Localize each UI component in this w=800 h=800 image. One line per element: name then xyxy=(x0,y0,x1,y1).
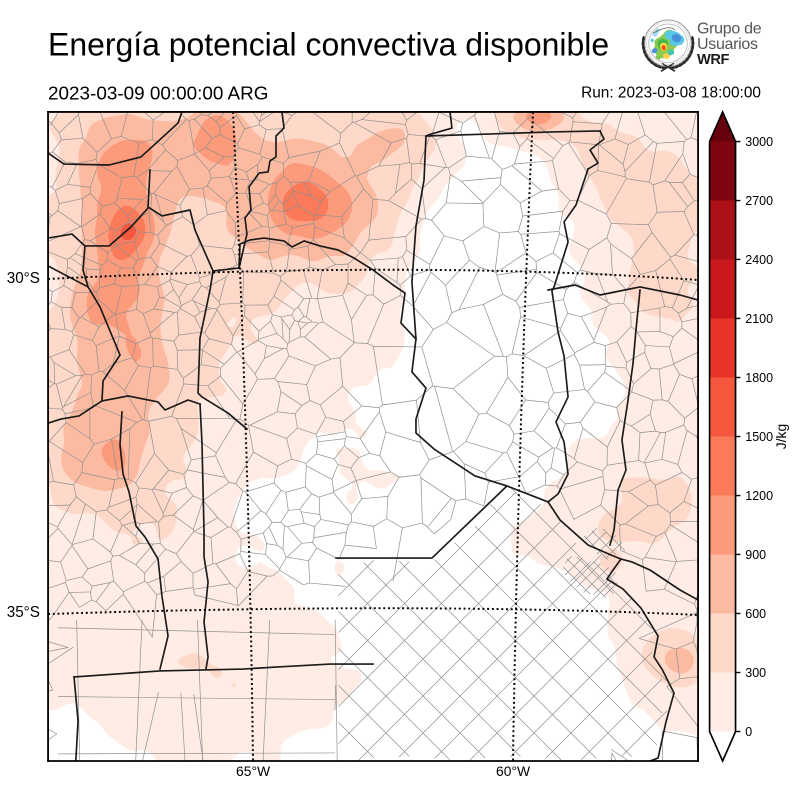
svg-text:0: 0 xyxy=(745,725,752,739)
svg-text:2023-03-09 00:00:00 ARG: 2023-03-09 00:00:00 ARG xyxy=(48,83,268,104)
svg-text:1800: 1800 xyxy=(745,371,773,385)
svg-text:60°W: 60°W xyxy=(496,763,531,779)
svg-text:2700: 2700 xyxy=(745,194,773,208)
svg-text:2100: 2100 xyxy=(745,312,773,326)
svg-text:J/kg: J/kg xyxy=(773,424,789,449)
svg-text:WRF: WRF xyxy=(697,52,730,68)
svg-text:Grupo de: Grupo de xyxy=(697,21,762,38)
svg-text:Energía potencial convectiva d: Energía potencial convectiva disponible xyxy=(48,27,609,63)
svg-text:600: 600 xyxy=(745,607,766,621)
svg-text:30°S: 30°S xyxy=(7,270,40,287)
svg-text:300: 300 xyxy=(745,666,766,680)
svg-text:1500: 1500 xyxy=(745,430,773,444)
svg-text:Run: 2023-03-08 18:00:00: Run: 2023-03-08 18:00:00 xyxy=(581,84,761,101)
svg-text:65°W: 65°W xyxy=(236,763,271,779)
svg-text:35°S: 35°S xyxy=(7,604,40,621)
svg-text:900: 900 xyxy=(745,548,766,562)
svg-text:1200: 1200 xyxy=(745,489,773,503)
svg-text:3000: 3000 xyxy=(745,135,773,149)
svg-text:2400: 2400 xyxy=(745,253,773,267)
svg-text:Usuarios: Usuarios xyxy=(697,36,758,53)
